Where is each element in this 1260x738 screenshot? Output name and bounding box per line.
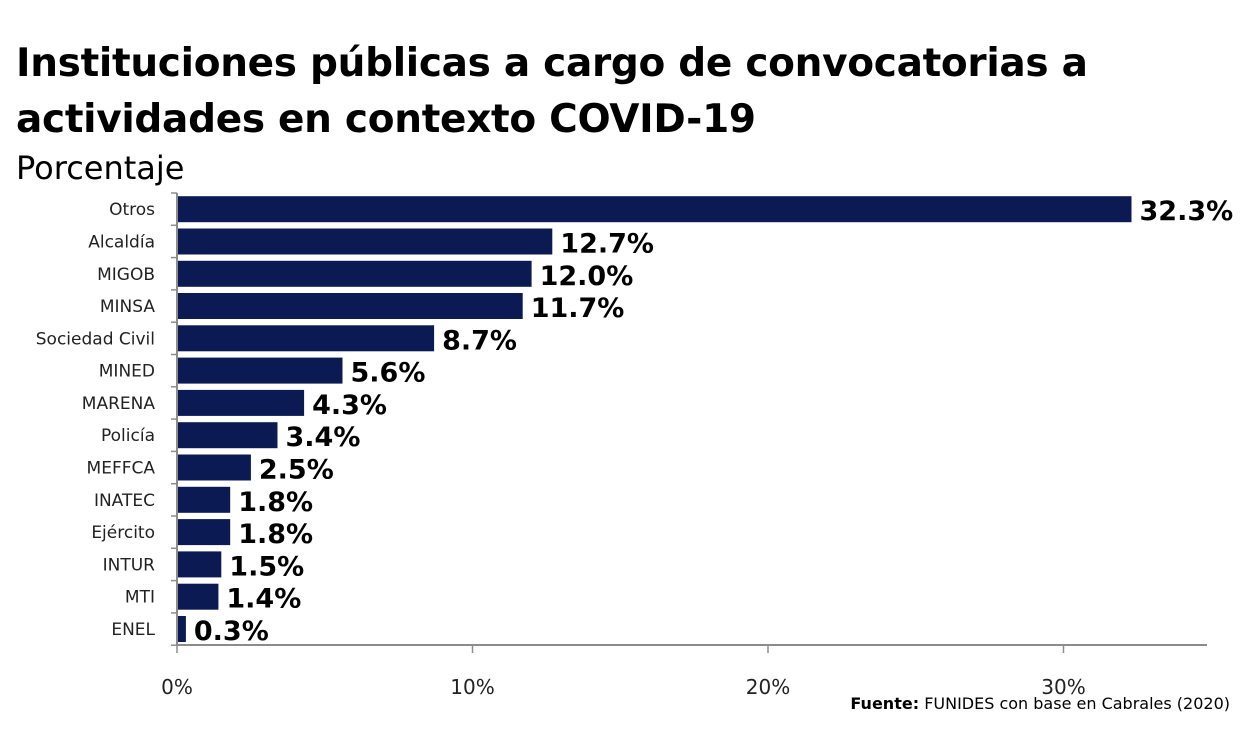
bar [177,357,343,384]
bar [177,228,553,255]
category-label: Alcaldía [88,233,155,253]
value-label: 2.5% [259,455,334,486]
category-label: Sociedad Civil [36,329,155,349]
value-label: 0.3% [194,616,269,647]
bar [177,196,1132,223]
bar [177,454,251,481]
value-label: 12.0% [540,261,634,292]
value-label: 1.4% [226,584,301,615]
value-label: 4.3% [312,390,387,421]
category-label: MTI [125,588,155,608]
x-tick-label: 0% [161,675,193,699]
labels-group: Otros 32.3% Alcaldía 12.7% MIGOB 12.0% MINSA 11… [36,196,1233,699]
x-tick-label: 30% [1041,675,1085,699]
axes-group [171,192,1207,653]
value-label: 3.4% [286,422,361,453]
value-label: 1.8% [238,519,313,550]
category-label: MINED [99,362,155,382]
bar [177,616,186,642]
value-label: 5.6% [351,358,426,389]
category-label: Policía [101,426,155,446]
source-text: FUNIDES con base en Cabrales (2020) [924,694,1230,713]
bar [177,293,523,319]
category-label: MIGOB [97,265,155,285]
category-label: Ejército [91,523,155,543]
bar [177,551,222,578]
chart-title: Instituciones públicas a cargo de convoc… [16,41,1088,142]
category-label: MARENA [82,394,156,414]
bar [177,519,231,546]
value-label: 1.8% [238,487,313,518]
category-label: INTUR [103,555,156,575]
x-tick-label: 20% [746,675,790,699]
category-label: INATEC [94,491,155,511]
category-label: MINSA [100,297,156,317]
value-label: 1.5% [229,551,304,582]
chart-subtitle: Porcentaje [16,149,185,187]
bar [177,583,219,610]
category-label: MEFFCA [87,459,156,479]
category-label: ENEL [111,620,155,640]
value-label: 12.7% [560,229,654,260]
bar [177,325,435,352]
x-tick-label: 10% [450,675,494,699]
bar [177,260,532,287]
value-label: 11.7% [531,293,625,324]
value-label: 8.7% [442,325,517,356]
category-label: Otros [109,200,155,220]
source-label: Fuente: [850,694,920,713]
value-label: 32.3% [1140,196,1234,227]
bars-group [177,196,1132,642]
bar [177,422,278,449]
bar [177,389,305,416]
source-note: Fuente: FUNIDES con base en Cabrales (20… [850,694,1230,714]
bar [177,486,231,513]
